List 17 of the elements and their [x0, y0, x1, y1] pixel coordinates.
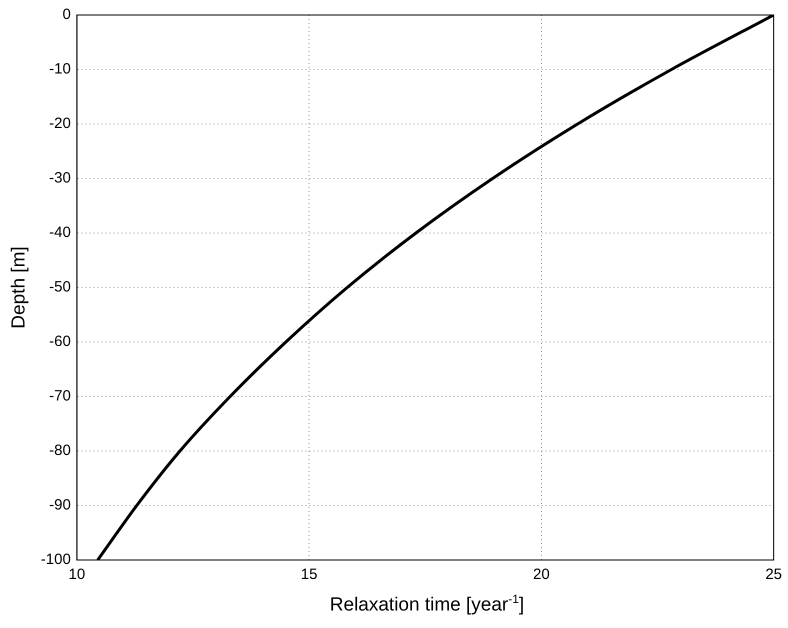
- y-tick-label: -20: [49, 115, 71, 132]
- y-tick-label: -100: [40, 551, 71, 568]
- y-tick-label: -30: [49, 170, 71, 187]
- y-tick-label: -80: [49, 442, 71, 460]
- x-tick-label: 10: [68, 566, 86, 584]
- y-tick-label: 0: [62, 6, 71, 24]
- x-tick-label: 25: [765, 566, 782, 584]
- y-tick-label: -40: [49, 224, 71, 242]
- x-axis-title: Relaxation time [year$^{-1}$]: [328, 592, 526, 616]
- x-tick-label: 20: [533, 566, 550, 584]
- x-tick-label: 15: [300, 566, 318, 584]
- y-tick-label: -60: [49, 333, 71, 350]
- y-tick-label: -70: [49, 388, 71, 405]
- y-tick-label: -50: [49, 278, 71, 296]
- y-tick-label: -90: [49, 496, 71, 514]
- y-tick-label: -10: [49, 60, 71, 78]
- y-axis-title: Depth [m]: [8, 246, 30, 329]
